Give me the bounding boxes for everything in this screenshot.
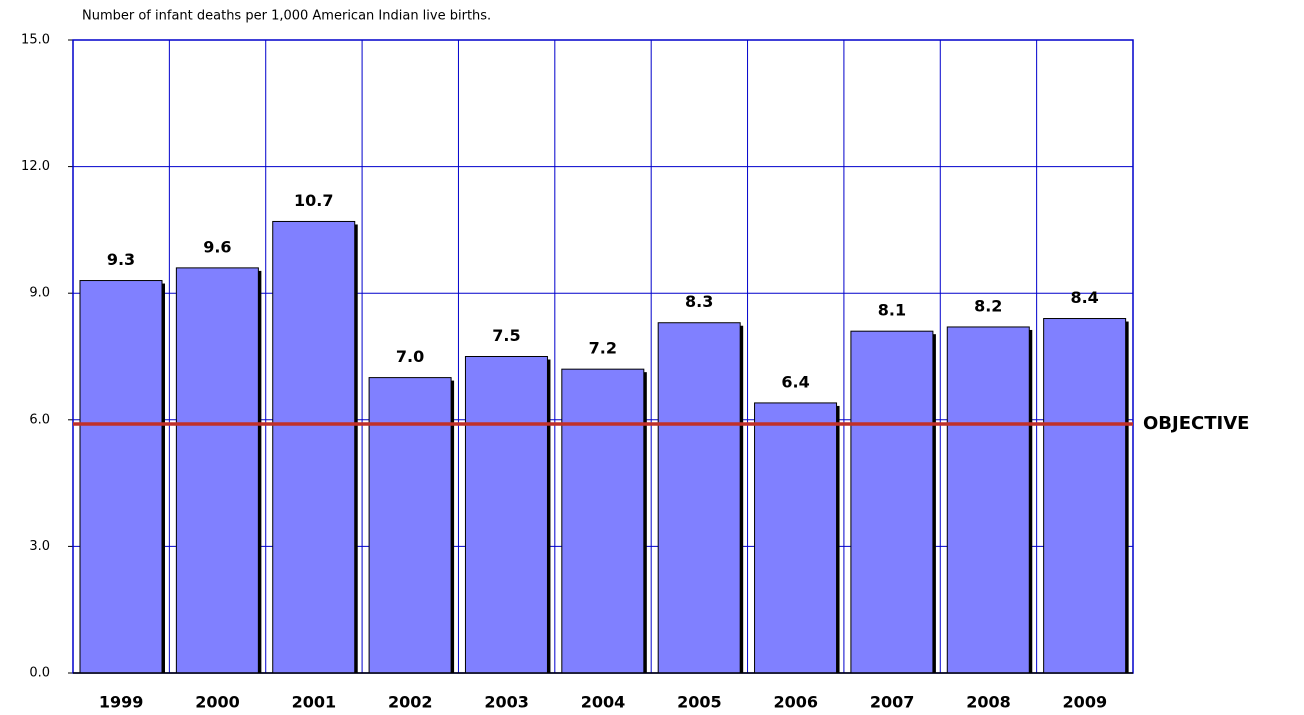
x-tick-label: 2005 [677, 693, 722, 712]
x-tick-label: 2008 [966, 693, 1011, 712]
bar [850, 330, 934, 674]
bar [464, 356, 548, 674]
y-tick-label: 0.0 [29, 666, 50, 681]
value-label: 9.3 [107, 250, 135, 269]
bar [1043, 318, 1127, 674]
value-label: 8.1 [878, 301, 906, 320]
x-tick-label: 2002 [388, 693, 433, 712]
y-tick-label: 9.0 [29, 286, 50, 301]
bar [754, 402, 838, 674]
x-tick-label: 2001 [292, 693, 337, 712]
x-tick-label: 2009 [1063, 693, 1108, 712]
value-label: 7.0 [396, 347, 424, 366]
x-tick-label: 2004 [581, 693, 626, 712]
objective-label: OBJECTIVE [1143, 413, 1249, 434]
x-tick-label: 1999 [99, 693, 144, 712]
value-label: 6.4 [781, 372, 809, 391]
value-label: 7.5 [492, 326, 520, 345]
value-label: 8.3 [685, 292, 713, 311]
bar [368, 377, 452, 674]
value-label: 8.4 [1070, 288, 1098, 307]
x-tick-label: 2006 [773, 693, 818, 712]
y-tick-label: 3.0 [29, 539, 50, 554]
bar [561, 368, 645, 674]
y-tick-label: 6.0 [29, 412, 50, 427]
bar [272, 220, 356, 674]
chart-subtitle: Number of infant deaths per 1,000 Americ… [82, 9, 491, 24]
bar [657, 322, 741, 674]
x-tick-label: 2000 [195, 693, 240, 712]
value-label: 7.2 [589, 339, 617, 358]
value-label: 8.2 [974, 296, 1002, 315]
x-tick-label: 2007 [870, 693, 915, 712]
bar [175, 267, 259, 674]
bar [946, 326, 1030, 674]
y-tick-label: 15.0 [21, 33, 50, 48]
x-tick-label: 2003 [484, 693, 529, 712]
y-tick-label: 12.0 [21, 159, 50, 174]
bar [79, 280, 163, 674]
value-label: 10.7 [294, 191, 333, 210]
value-label: 9.6 [203, 237, 231, 256]
